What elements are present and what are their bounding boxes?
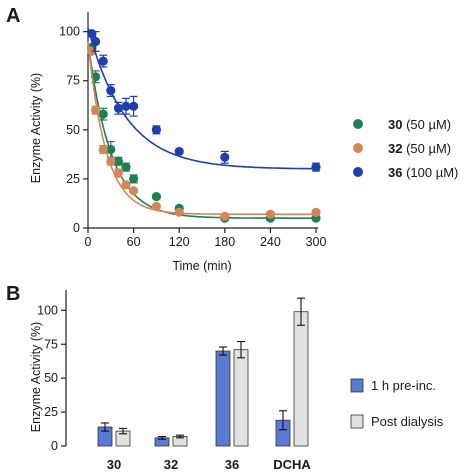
chart-a-legend-label: 30 (50 µM) [388,117,451,132]
chart-a-x-tick-label: 60 [127,235,141,249]
chart-a-data-point [98,56,108,66]
chart-a-data-point [311,207,321,217]
chart-a-data-point [106,85,116,96]
chart-a-data-point [121,162,131,172]
chart-a-legend-label-conc: (50 µM) [402,141,451,156]
chart-a-legend-label-conc: (100 µM) [402,165,458,180]
chart-b-y-tick-label: 100 [37,303,58,317]
chart-b-bar [215,350,231,447]
chart-a-data-point [151,201,161,211]
chart-a-data-point [91,105,101,115]
chart-a-legend-label-compound: 32 [388,141,402,156]
chart-a-x-tick-label: 300 [306,235,327,249]
chart-a-x-tick-label: 0 [85,235,92,249]
chart-a-legend-label: 32 (50 µM) [388,141,451,156]
chart-a-data-point [113,103,123,113]
chart-a-data-point [98,144,108,155]
chart-a-legend-marker [353,143,363,153]
chart-a-data-point [113,156,123,166]
chart-a-data-point [98,109,108,119]
chart-b-category-label: DCHA [273,457,311,472]
chart-b-category-label: 30 [107,457,121,472]
chart-b-y-axis-label: Enzyme Activity (%) [29,322,43,432]
chart-a-data-point [129,174,139,184]
chart-a-x-tick-label: 180 [214,235,235,249]
chart-a-y-tick-label: 100 [59,25,80,39]
chart-b-y-tick-label: 50 [44,371,58,385]
chart-a-data-point [113,168,123,178]
chart-a-data-point [121,180,131,190]
chart-a-data-point [106,156,116,166]
chart-b-category-label: 32 [164,457,178,472]
chart-b-legend: 1 h pre-inc. Post dialysis [350,378,444,429]
chart-b-y-tick-label: 25 [44,405,58,419]
chart-a-legend: 30 (50 µM)32 (50 µM)36 (100 µM) [353,117,458,180]
chart-a-data-point [106,144,116,155]
chart-b-y-tick-label: 75 [44,337,58,351]
chart-b-bar [233,349,249,447]
chart-a-data-point [129,101,139,111]
chart-a-y-tick-label: 50 [66,123,80,137]
chart-a-data-point [174,207,184,217]
chart-a-y-axis-label: Enzyme Activity (%) [29,73,43,183]
chart-a-legend-marker [353,167,363,177]
chart-b-legend-label: 1 h pre-inc. [371,378,436,393]
chart-panel-a: 0 25 50 75 100 0 60 120 180 240 300 [59,12,326,249]
chart-b-bar [293,311,309,447]
chart-a-legend-label-conc: (50 µM) [402,117,451,132]
chart-b-y-tick-label: 0 [51,439,58,453]
chart-a-data-point [151,191,161,202]
chart-a-x-axis-label: Time (min) [172,259,231,273]
chart-a-data-point [220,211,230,221]
chart-b-category-label: 36 [225,457,239,472]
chart-panel-b: 0 25 50 75 100 30 32 36 DCHA [37,290,311,472]
chart-a-data-point [91,36,101,47]
chart-a-data-point [129,186,139,196]
chart-a-y-tick-label: 0 [73,221,80,235]
chart-a-data-point [174,146,184,157]
chart-b-legend-swatch [350,378,364,393]
chart-a-x-tick-label: 120 [169,235,190,249]
chart-a-fit-line [87,41,316,219]
chart-b-legend-swatch [350,414,364,429]
chart-a-legend-label-compound: 36 [388,165,402,180]
chart-a-data-point [265,209,275,219]
chart-a-series-36 [87,27,321,172]
chart-a-data-point [151,125,161,135]
chart-a-legend-marker [353,119,363,129]
chart-a-data-point [91,72,101,82]
chart-a-y-tick-label: 75 [66,74,80,88]
panel-letter-b: B [6,283,20,305]
chart-a-x-tick-label: 240 [260,235,281,249]
chart-a-data-point [121,101,131,111]
chart-a-y-tick-label: 25 [66,172,80,186]
chart-a-series-30 [87,41,321,223]
chart-a-series-32 [87,41,321,221]
chart-a-legend-label-compound: 30 [388,117,402,132]
chart-a-fit-line [87,41,316,216]
chart-a-data-point [311,162,321,172]
chart-b-legend-label: Post dialysis [371,414,444,429]
chart-a-legend-label: 36 (100 µM) [388,165,458,180]
chart-a-data-point [220,152,230,162]
panel-letter-a: A [6,5,20,27]
chart-a-fit-line [87,27,316,170]
